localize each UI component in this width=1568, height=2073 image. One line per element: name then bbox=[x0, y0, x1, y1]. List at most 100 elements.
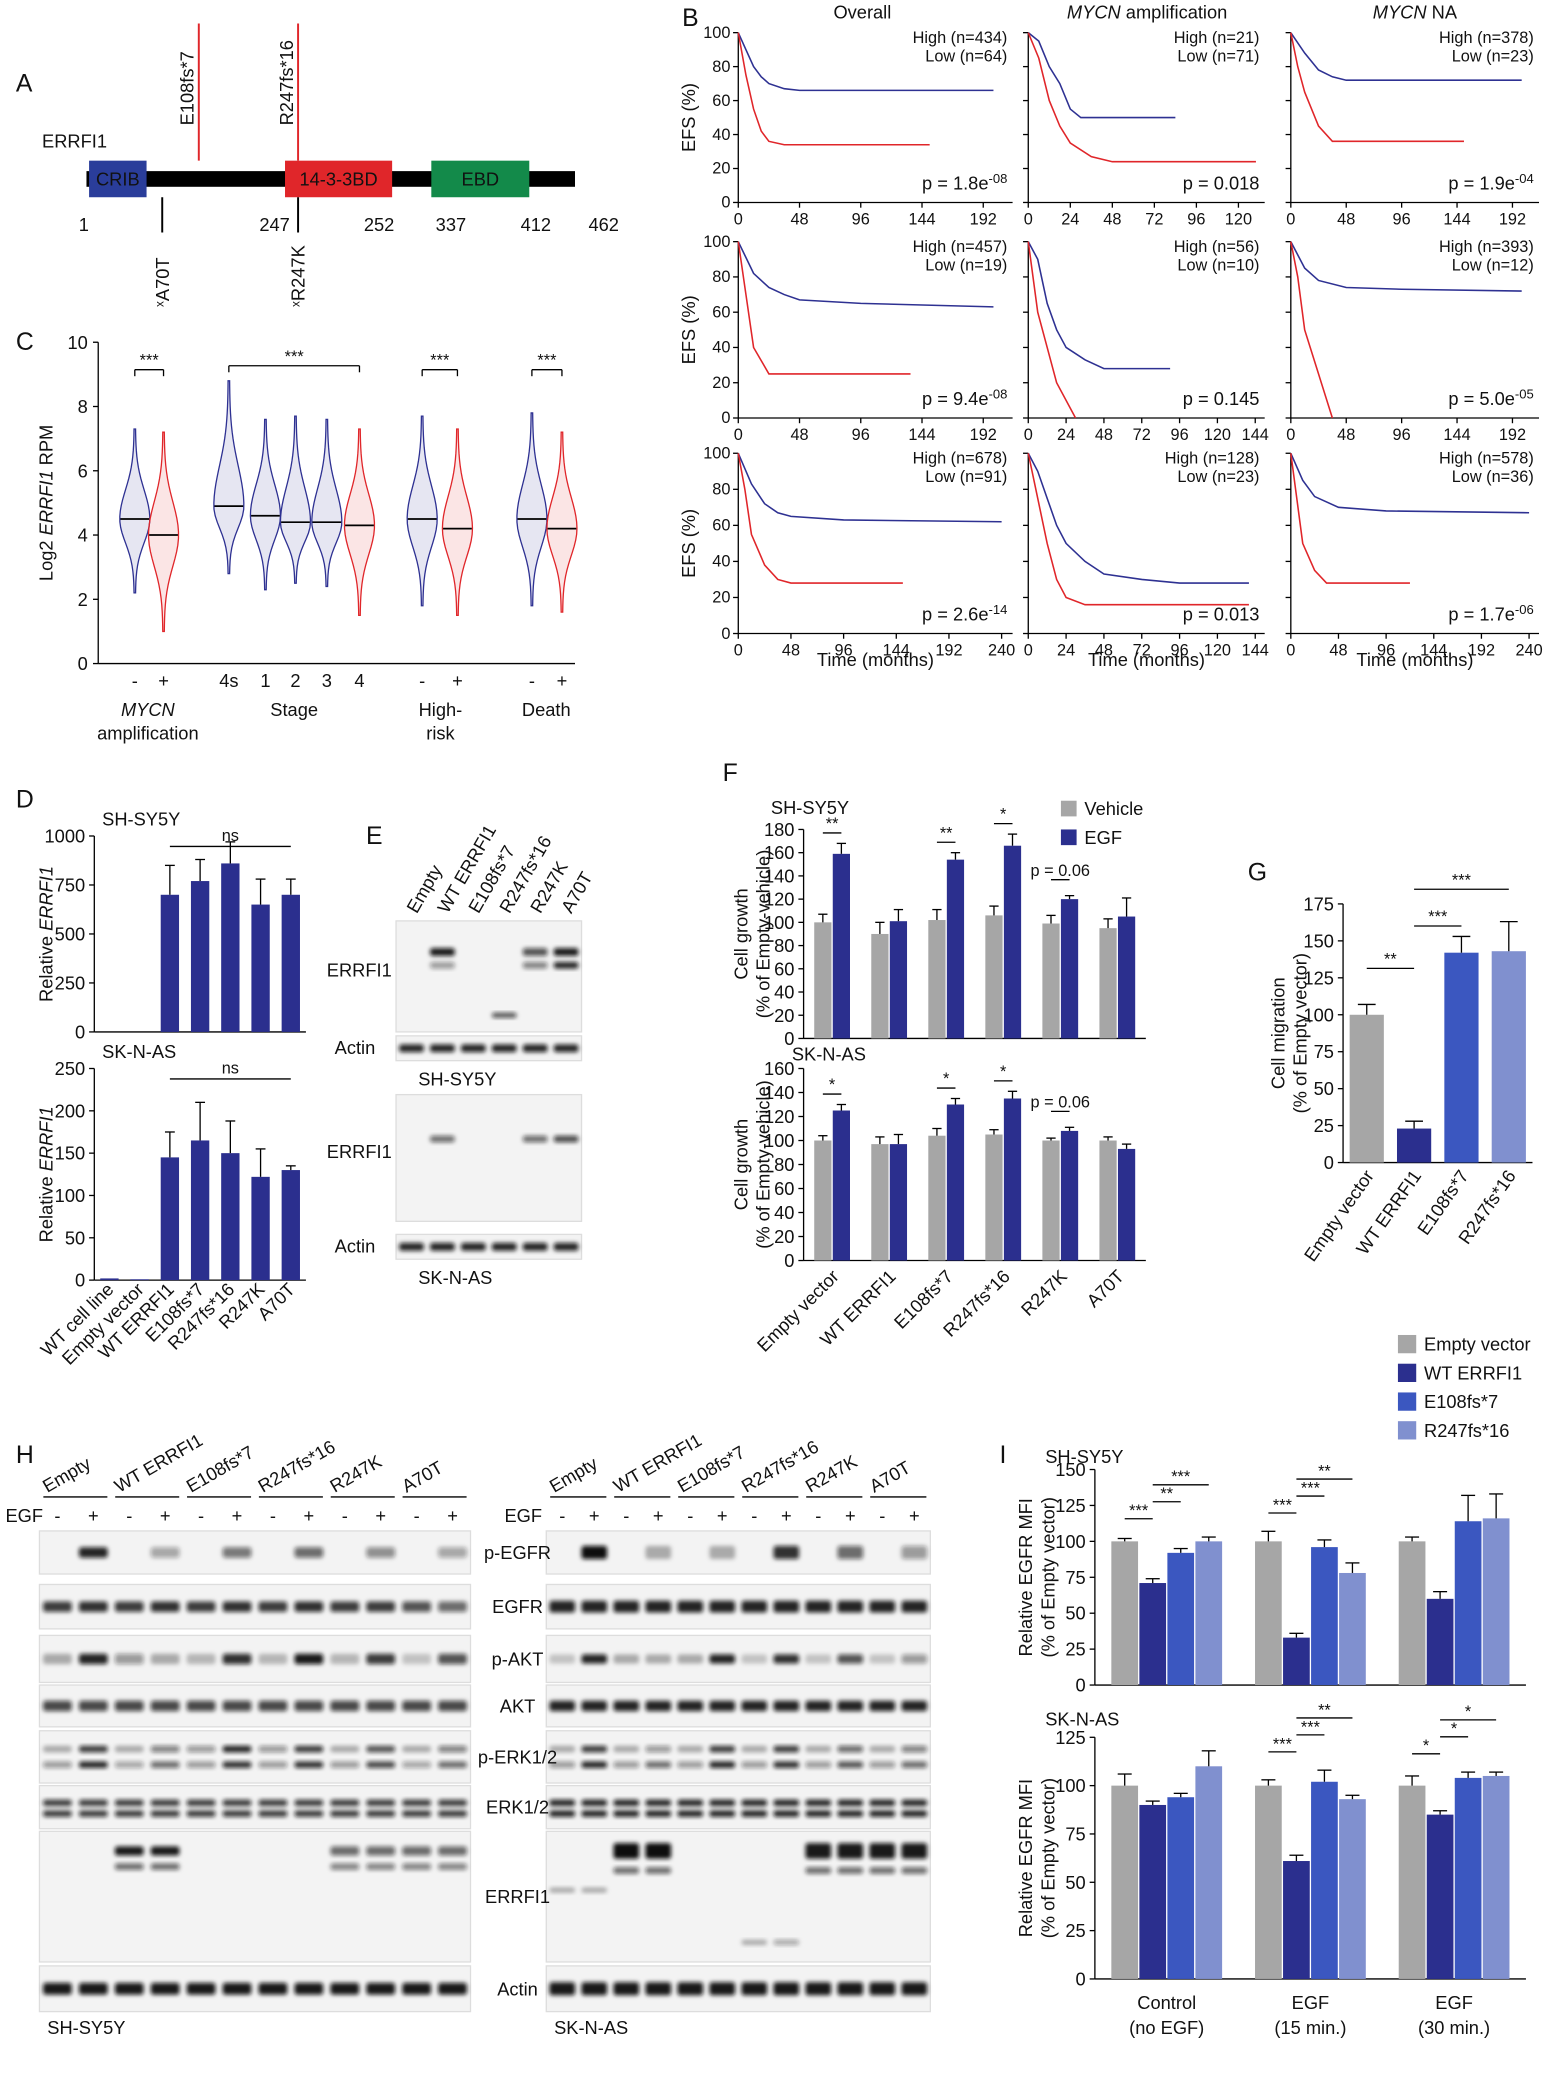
position: 337 bbox=[436, 214, 466, 235]
band bbox=[869, 1745, 896, 1753]
y-tick-label: 0 bbox=[721, 409, 730, 427]
column-title-part: NA bbox=[1427, 1, 1458, 22]
treatment-level: + bbox=[845, 1505, 856, 1526]
bar bbox=[1060, 899, 1079, 1039]
y-tick-label: 60 bbox=[712, 517, 730, 535]
treatment-level: - bbox=[751, 1505, 757, 1526]
band bbox=[741, 1745, 768, 1753]
band bbox=[553, 1135, 579, 1143]
domain-name: CRIB bbox=[96, 168, 140, 189]
band bbox=[430, 1044, 455, 1053]
band bbox=[613, 1810, 640, 1817]
band bbox=[805, 1843, 832, 1859]
band bbox=[773, 1982, 800, 1996]
band bbox=[438, 1601, 467, 1612]
survival-curve bbox=[737, 32, 930, 146]
band bbox=[78, 1810, 108, 1817]
legend-entry: High (n=434) bbox=[913, 29, 1008, 47]
band bbox=[709, 1654, 736, 1664]
y-tick-label: 80 bbox=[712, 268, 730, 286]
blot-row-label: ERRFI1 bbox=[485, 1886, 550, 1907]
blot bbox=[395, 1233, 583, 1260]
y-tick-label: 60 bbox=[774, 1178, 794, 1199]
band bbox=[613, 1700, 640, 1712]
band bbox=[438, 1810, 467, 1817]
band bbox=[805, 1867, 832, 1874]
treatment-level: + bbox=[88, 1505, 99, 1526]
x-tick-label: 96 bbox=[1187, 211, 1205, 229]
treatment-label: EGF bbox=[5, 1505, 43, 1526]
band bbox=[805, 1700, 832, 1712]
x-tick-label: 192 bbox=[970, 426, 997, 444]
legend-entry: High (n=128) bbox=[1165, 450, 1260, 468]
blot bbox=[545, 1730, 931, 1784]
band bbox=[677, 1600, 704, 1613]
band bbox=[677, 1654, 704, 1664]
x-tick-label: 96 bbox=[1377, 642, 1395, 660]
band bbox=[645, 1700, 672, 1712]
x-tick-label: 48 bbox=[1337, 426, 1355, 444]
bar bbox=[281, 1170, 300, 1281]
sig-annotation: ** bbox=[1160, 1485, 1173, 1503]
band bbox=[402, 1799, 431, 1807]
bar bbox=[190, 1140, 210, 1281]
y-axis-label: (% of Empty vector) bbox=[1289, 953, 1310, 1113]
blot bbox=[545, 1583, 931, 1630]
blot bbox=[38, 1730, 472, 1784]
y-tick-label: 150 bbox=[55, 1143, 85, 1164]
blot-row-label: Actin bbox=[497, 1978, 538, 1999]
sig-annotation: * bbox=[1000, 806, 1007, 824]
x-tick-label: 144 bbox=[1242, 426, 1269, 444]
treatment-level: + bbox=[304, 1505, 315, 1526]
y-tick-label: 75 bbox=[1065, 1823, 1085, 1844]
band bbox=[114, 1799, 144, 1807]
band bbox=[114, 1601, 144, 1612]
sig-annotation: *** bbox=[1129, 1502, 1149, 1520]
band bbox=[741, 1700, 768, 1712]
band bbox=[366, 1547, 396, 1558]
sig-annotation: ** bbox=[1318, 1462, 1331, 1480]
p-value: p = 0.018 bbox=[1183, 172, 1260, 193]
y-tick-label: 120 bbox=[764, 889, 794, 910]
y-axis-label: Cell migration bbox=[1267, 977, 1288, 1089]
x-tick-label: 96 bbox=[1393, 426, 1411, 444]
x-tick-label: 0 bbox=[734, 642, 743, 660]
band bbox=[78, 1653, 108, 1665]
band bbox=[837, 1700, 864, 1712]
bar bbox=[251, 1176, 270, 1281]
y-tick-label: 25 bbox=[1065, 1920, 1085, 1941]
legend-entry: Low (n=19) bbox=[925, 256, 1007, 274]
band bbox=[553, 948, 579, 956]
legend-entry: Low (n=64) bbox=[925, 47, 1007, 65]
y-axis-label-part: Relative bbox=[36, 931, 57, 1002]
y-tick-label: 125 bbox=[1055, 1495, 1085, 1516]
blot bbox=[38, 1684, 472, 1728]
band bbox=[773, 1799, 800, 1807]
y-tick-label: 150 bbox=[1303, 930, 1333, 951]
band bbox=[330, 1846, 360, 1856]
treatment-level: + bbox=[160, 1505, 171, 1526]
y-tick-label: 0 bbox=[1076, 1675, 1086, 1696]
blot bbox=[38, 1634, 472, 1684]
bar bbox=[160, 894, 180, 1032]
sig-annotation: *** bbox=[537, 352, 557, 370]
p-value-exponent: -04 bbox=[1515, 171, 1534, 186]
cell-line-label: SK-N-AS bbox=[554, 2017, 628, 2038]
band bbox=[553, 1242, 579, 1251]
x-tick-label: 1 bbox=[260, 670, 270, 691]
band bbox=[366, 1761, 396, 1768]
band bbox=[837, 1745, 864, 1753]
treatment-level: - bbox=[879, 1505, 885, 1526]
band bbox=[522, 962, 548, 969]
bar bbox=[814, 1140, 832, 1261]
group-label: MYCN bbox=[121, 699, 176, 720]
band bbox=[741, 1654, 768, 1664]
legend-entry: Empty vector bbox=[1424, 1334, 1531, 1355]
legend-entry: E108fs*7 bbox=[1424, 1391, 1498, 1412]
y-tick-label: 140 bbox=[764, 865, 794, 886]
band bbox=[869, 1700, 896, 1712]
bar bbox=[985, 1134, 1003, 1261]
survival-curve bbox=[737, 241, 994, 308]
survival-curve bbox=[1027, 453, 1249, 606]
y-tick-label: 150 bbox=[1055, 1459, 1085, 1480]
